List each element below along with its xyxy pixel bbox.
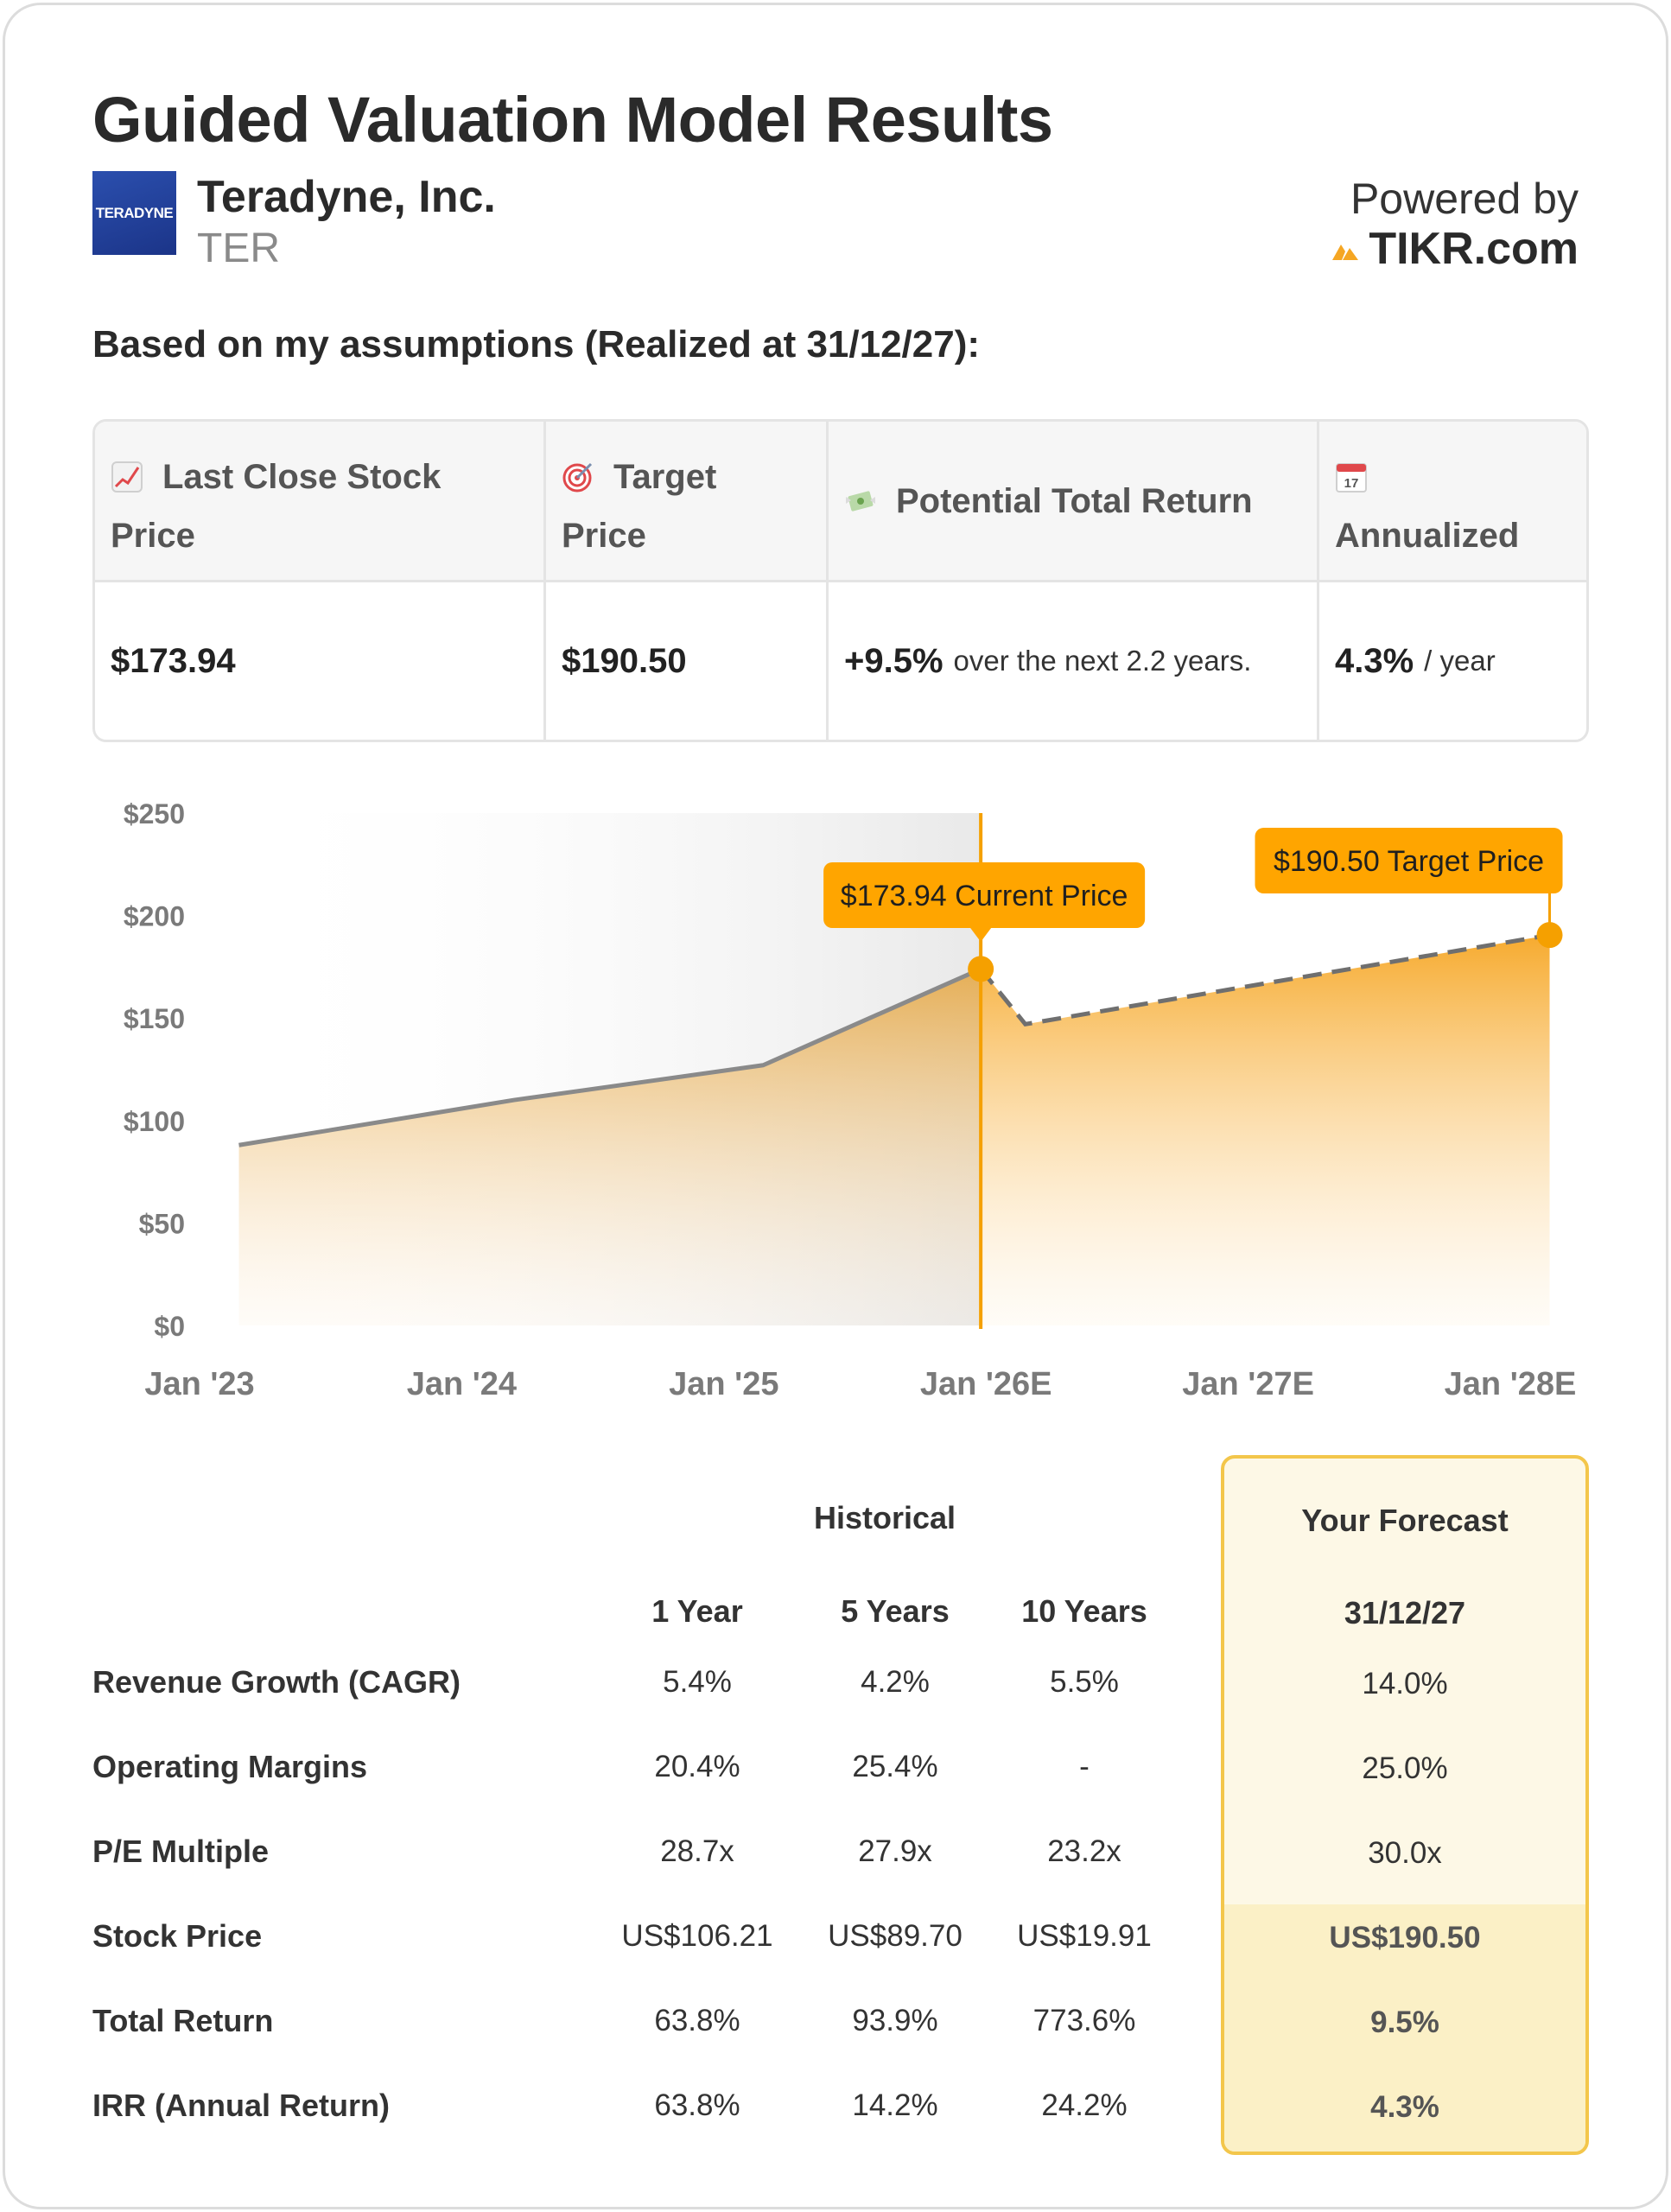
money-wings-icon [846,490,875,512]
target-price-callout [1255,828,1563,893]
metrics-table: Historical Your Forecast 1 Year 5 Years … [5,1448,1671,2183]
current-price-callout [823,862,1146,928]
metric-cell-forecast: 4.3% [1370,2090,1439,2124]
metric-cell-y1: 5.4% [663,1665,732,1699]
annualized-label: Annualized [1335,517,1520,555]
historical-series-line [238,967,982,1147]
historical-header: Historical [813,1500,956,1535]
col-5-years: 5 Years [841,1593,950,1629]
metric-cell-y5: 93.9% [852,2004,938,2037]
y-tick-label: $250 [124,798,185,830]
metric-row-label: IRR (Annual Return) [92,2088,390,2123]
metric-cell-y10: US$19.91 [1017,1919,1152,1953]
forecast-date: 31/12/27 [1344,1595,1466,1630]
total-return-number: +9.5% [844,641,944,680]
metric-cell-forecast: US$190.50 [1329,1921,1481,1955]
total-return-suffix: over the next 2.2 years. [953,645,1252,677]
metric-cell-y5: 25.4% [852,1750,938,1783]
total-return-label: Potential Total Return [896,481,1253,520]
summary-header-annualized: 17 Annualized [1319,422,1586,582]
company-logo-text: TERADYNE [95,204,174,221]
ticker-symbol: TER [197,226,280,271]
summary-header-last-close: Last Close Stock Price [95,422,546,582]
target-price-marker [1536,922,1563,949]
current-price-callout-text: $173.94 Current Price [841,880,1128,912]
col-1-year: 1 Year [651,1593,743,1629]
summary-header-total-return: Potential Total Return [829,422,1319,582]
forecast-header: Your Forecast [1301,1503,1509,1538]
metric-cell-forecast: 25.0% [1362,1751,1448,1785]
forecast-series-line [979,932,1550,1027]
metric-cell-y10: 23.2x [1047,1834,1121,1868]
page-title: Guided Valuation Model Results [92,84,1053,156]
metric-cell-y10: - [1079,1750,1090,1783]
total-return-value: +9.5% over the next 2.2 years. [829,582,1319,740]
forecast-area [981,935,1550,1325]
metric-cell-y1: 63.8% [654,2088,740,2122]
target-icon [562,462,593,493]
col-10-years: 10 Years [1021,1593,1147,1629]
powered-by-label: Powered by [1350,175,1579,223]
x-tick-label: Jan '23 [144,1366,254,1402]
target-label-b: Price [562,517,646,555]
tikr-logo-icon [1332,245,1359,260]
calendar-icon-text: 17 [1344,476,1359,491]
metric-cell-y10: 773.6% [1032,2004,1136,2037]
metric-cell-y1: US$106.21 [621,1919,773,1953]
results-card: Guided Valuation Model Results TERADYNE … [3,3,1668,2209]
x-tick-label: Jan '26E [920,1366,1052,1402]
metric-row-label: Revenue Growth (CAGR) [92,1664,461,1700]
annualized-value: 4.3% / year [1319,582,1586,740]
x-tick-label: Jan '25 [669,1366,778,1402]
metric-cell-y5: 4.2% [861,1665,930,1699]
annualized-suffix: / year [1424,645,1496,677]
tikr-brand-link[interactable]: TIKR.com [1331,223,1579,275]
forecast-column [1221,1455,1589,2155]
metric-cell-y1: 28.7x [660,1834,734,1868]
last-close-label-a: Last Close Stock [162,458,442,496]
y-tick-label: $0 [154,1311,185,1342]
y-tick-label: $150 [124,1003,185,1034]
metric-cell-y5: 14.2% [852,2088,938,2122]
metric-cell-forecast: 14.0% [1362,1667,1448,1700]
company-name: Teradyne, Inc. [197,172,496,222]
tikr-brand-text: TIKR.com [1369,224,1579,274]
x-tick-label: Jan '24 [407,1366,517,1402]
annualized-number: 4.3% [1335,641,1414,680]
metric-cell-y10: 5.5% [1050,1665,1119,1699]
x-tick-label: Jan '27E [1182,1366,1314,1402]
historical-area [238,969,982,1325]
metric-cell-y5: US$89.70 [828,1919,963,1953]
summary-header-target: Target Price [546,422,829,582]
calendar-icon: 17 [1336,463,1367,493]
x-tick-label: Jan '28E [1445,1366,1577,1402]
metric-cell-forecast: 9.5% [1370,2005,1439,2039]
metric-row-label: Total Return [92,2003,274,2038]
metric-cell-y1: 20.4% [654,1750,740,1783]
current-price-callout-pointer [970,928,992,942]
metric-cell-forecast: 30.0x [1368,1836,1442,1870]
summary-table: Last Close Stock Price Target Price Potent… [92,419,1589,742]
target-price-value: $190.50 [546,582,829,740]
company-logo: TERADYNE [92,171,176,255]
target-label-a: Target [613,458,717,496]
price-chart-svg: $0 $50 $100 $150 $200 $250 Jan '23 Jan '24 Jan '… [124,798,1577,1402]
price-chart: $0 $50 $100 $150 $200 $250 Jan '23 Jan '24 Jan '… [5,783,1671,1440]
y-tick-label: $100 [124,1106,185,1137]
last-close-label-b: Price [111,517,195,555]
last-close-value: $173.94 [95,582,546,740]
metric-row-label: P/E Multiple [92,1834,270,1869]
y-tick-label: $50 [139,1208,185,1239]
metric-cell-y10: 24.2% [1041,2088,1128,2122]
forecast-highlight [1224,1904,1585,2152]
y-tick-label: $200 [124,901,185,932]
chart-increasing-icon [111,461,143,493]
current-price-marker [968,956,994,982]
metric-cell-y5: 27.9x [858,1834,932,1868]
metric-row-label: Operating Margins [92,1749,368,1784]
metric-cell-y1: 63.8% [654,2004,740,2037]
metric-row-label: Stock Price [92,1918,263,1954]
target-price-callout-text: $190.50 Target Price [1274,845,1544,878]
assumptions-heading: Based on my assumptions (Realized at 31/… [92,323,981,365]
